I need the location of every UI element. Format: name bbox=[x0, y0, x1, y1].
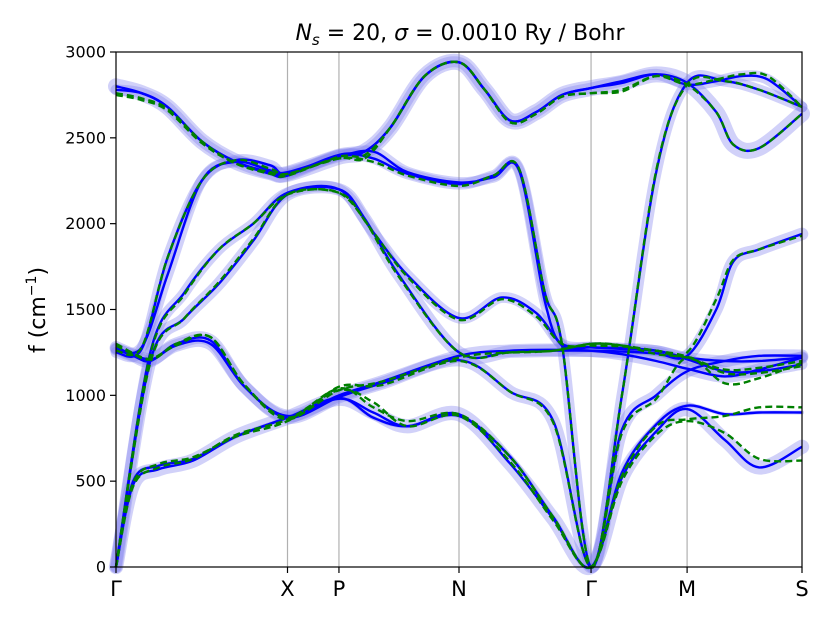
y-axis-label-close: ) bbox=[26, 267, 51, 276]
title-n-value: = 20, bbox=[320, 21, 394, 46]
x-tick-label-1: X bbox=[280, 577, 294, 601]
x-tick-label-0: Γ bbox=[110, 577, 122, 601]
y-tick-label-0: 0 bbox=[96, 558, 106, 577]
y-tick-label-3: 1500 bbox=[65, 300, 106, 319]
x-tick-label-6: S bbox=[795, 577, 808, 601]
y-tick-label-4: 2000 bbox=[65, 214, 106, 233]
reference-branch-2 bbox=[115, 333, 803, 569]
y-tick-label-2: 1000 bbox=[65, 386, 106, 405]
x-tick-label-4: Γ bbox=[585, 577, 597, 601]
reference-branches bbox=[114, 60, 803, 569]
y-tick-label-5: 2500 bbox=[65, 128, 106, 147]
y-tick-label-1: 500 bbox=[75, 472, 106, 491]
title-sigma-symbol: σ bbox=[394, 21, 409, 46]
y-axis-label-base: f (cm bbox=[26, 296, 51, 353]
title-n-symbol: N bbox=[295, 21, 311, 46]
x-tick-label-2: P bbox=[333, 577, 346, 601]
reference-branch-0 bbox=[114, 387, 803, 569]
y-axis-label-superscript: −1 bbox=[24, 276, 40, 297]
mean-branch-1 bbox=[114, 397, 803, 569]
vertical-gridlines bbox=[286, 52, 688, 567]
mean-branch-3 bbox=[115, 336, 803, 418]
reference-branch-5 bbox=[114, 187, 803, 568]
mean-branch-4 bbox=[114, 185, 803, 568]
x-tick-label-3: N bbox=[451, 577, 467, 601]
reference-branch-6 bbox=[115, 75, 803, 569]
x-tick-label-5: M bbox=[678, 577, 696, 601]
reference-branch-8 bbox=[115, 60, 803, 179]
y-axis-ticks: 0 500 1000 1500 2000 2500 3000 bbox=[65, 43, 116, 577]
title-n-subscript: s bbox=[312, 31, 320, 49]
reference-branch-3 bbox=[115, 333, 803, 419]
chart-title: Ns = 20, σ = 0.0010 Ry / Bohr bbox=[295, 21, 625, 49]
y-axis-label: f (cm−1) bbox=[24, 267, 51, 353]
y-tick-label-6: 3000 bbox=[65, 43, 106, 62]
title-sigma-value: = 0.0010 Ry / Bohr bbox=[408, 21, 625, 46]
